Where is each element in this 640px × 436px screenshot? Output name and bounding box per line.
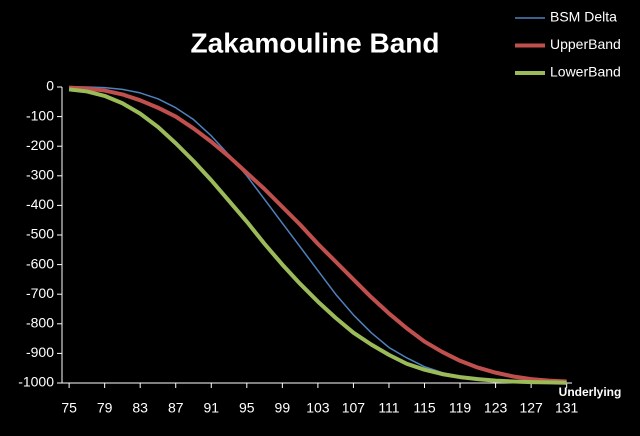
- x-tick-label: 99: [275, 400, 291, 416]
- x-tick-label: 127: [519, 400, 543, 416]
- y-tick-label: -300: [26, 167, 54, 183]
- x-tick-label: 107: [342, 400, 366, 416]
- x-tick-label: 95: [239, 400, 255, 416]
- y-tick-label: -700: [26, 285, 54, 301]
- y-tick-label: -800: [26, 315, 54, 331]
- legend-label: UpperBand: [550, 36, 621, 52]
- x-tick-label: 83: [132, 400, 148, 416]
- x-tick-label: 111: [378, 400, 399, 416]
- y-tick-label: -400: [26, 196, 54, 212]
- y-tick-label: 0: [46, 78, 54, 94]
- x-tick-label: 115: [413, 400, 436, 416]
- x-tick-label: 103: [306, 400, 330, 416]
- y-tick-label: -900: [26, 344, 54, 360]
- series-line: [68, 87, 567, 385]
- y-tick-label: -500: [26, 226, 54, 242]
- x-tick-label: 87: [168, 400, 184, 416]
- legend-label: BSM Delta: [550, 9, 617, 25]
- x-axis-label: Underlying: [559, 385, 622, 399]
- y-tick-label: -100: [26, 107, 54, 123]
- y-tick-label: -1000: [18, 374, 54, 390]
- y-tick-label: -200: [26, 137, 54, 153]
- y-tick-label: -600: [26, 255, 54, 271]
- x-tick-label: 91: [203, 400, 219, 416]
- x-tick-label: 79: [97, 400, 113, 416]
- chart-title: Zakamouline Band: [191, 27, 440, 58]
- legend-label: LowerBand: [550, 64, 621, 80]
- x-tick-label: 75: [61, 400, 77, 416]
- x-tick-label: 123: [484, 400, 508, 416]
- series-line: [69, 85, 567, 384]
- x-tick-label: 119: [449, 400, 472, 416]
- x-tick-label: 131: [555, 400, 579, 416]
